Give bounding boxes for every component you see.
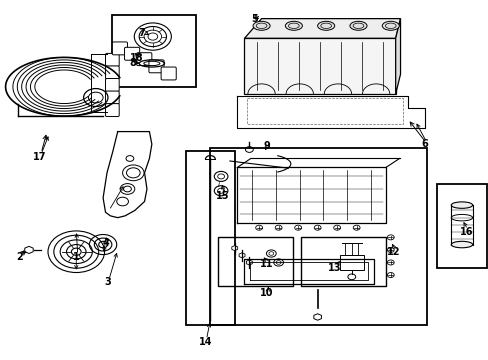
Text: 12: 12 — [386, 247, 399, 257]
Ellipse shape — [450, 241, 472, 248]
Bar — [185, 151, 234, 325]
Bar — [217, 237, 293, 286]
Text: 5: 5 — [250, 14, 257, 24]
Bar — [210, 148, 427, 325]
Polygon shape — [231, 246, 237, 251]
Bar — [112, 15, 195, 87]
FancyBboxPatch shape — [137, 53, 152, 66]
Polygon shape — [244, 39, 395, 94]
Text: 2: 2 — [16, 252, 22, 262]
Text: 8: 8 — [129, 58, 136, 68]
Ellipse shape — [349, 21, 366, 30]
Polygon shape — [246, 260, 252, 265]
Text: 15: 15 — [215, 191, 229, 201]
Bar — [436, 184, 487, 268]
Ellipse shape — [317, 21, 334, 30]
FancyBboxPatch shape — [105, 104, 119, 117]
Polygon shape — [313, 314, 321, 320]
Polygon shape — [25, 246, 33, 253]
Text: 16: 16 — [459, 227, 472, 237]
FancyBboxPatch shape — [124, 47, 140, 60]
Polygon shape — [244, 19, 400, 39]
Bar — [339, 255, 363, 270]
FancyBboxPatch shape — [105, 91, 119, 104]
Ellipse shape — [252, 21, 269, 30]
Ellipse shape — [285, 21, 302, 30]
Text: 10: 10 — [259, 288, 273, 298]
Text: 1: 1 — [73, 252, 80, 262]
Text: 13: 13 — [327, 263, 341, 273]
FancyBboxPatch shape — [105, 78, 119, 91]
FancyBboxPatch shape — [161, 67, 176, 80]
Polygon shape — [239, 253, 244, 258]
Text: 18: 18 — [130, 53, 144, 63]
FancyBboxPatch shape — [112, 42, 127, 55]
FancyBboxPatch shape — [105, 53, 119, 66]
Text: 6: 6 — [421, 139, 427, 149]
Text: 17: 17 — [33, 152, 46, 162]
Text: 9: 9 — [263, 141, 269, 151]
Text: 14: 14 — [198, 337, 212, 347]
Text: i: i — [218, 182, 220, 188]
Polygon shape — [395, 19, 400, 94]
Text: 7: 7 — [139, 28, 145, 38]
Bar — [300, 237, 385, 286]
FancyBboxPatch shape — [105, 66, 119, 79]
FancyBboxPatch shape — [149, 60, 163, 73]
Text: 3: 3 — [104, 277, 111, 287]
Ellipse shape — [382, 21, 399, 30]
Text: 11: 11 — [259, 259, 273, 269]
Text: 4: 4 — [102, 238, 109, 248]
Ellipse shape — [450, 202, 472, 208]
